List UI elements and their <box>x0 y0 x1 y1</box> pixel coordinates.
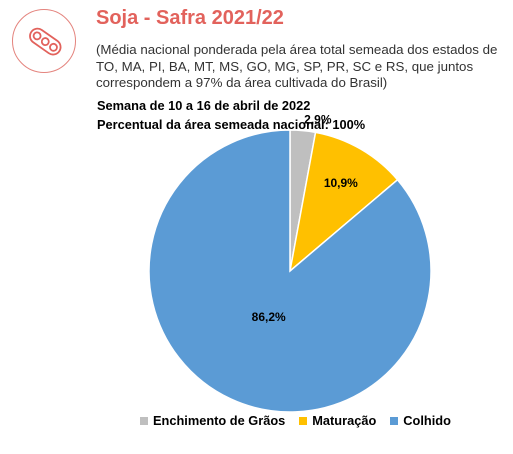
pie-slice-3 <box>148 129 432 413</box>
legend-label: Enchimento de Grãos <box>153 413 286 428</box>
chart-legend: Enchimento de Grãos Maturação Colhido <box>140 413 451 428</box>
pie-data-label: 2,9% <box>304 112 332 126</box>
legend-swatch <box>390 416 399 425</box>
legend-label: Maturação <box>312 413 377 428</box>
legend-item-enchimento: Enchimento de Grãos <box>140 413 285 428</box>
legend-label: Colhido <box>403 413 451 428</box>
page-subtitle: (Média nacional ponderada pela área tota… <box>96 42 498 90</box>
soybean-logo <box>12 9 76 73</box>
chart-title: Semana de 10 a 16 de abril de 2022 <box>97 98 311 113</box>
legend-swatch <box>140 416 148 425</box>
page-title: Soja - Safra 2021/22 <box>96 7 284 29</box>
pie-data-label: 10,9% <box>324 176 358 190</box>
legend-item-maturacao: Maturação <box>299 413 376 428</box>
pie-slice-2 <box>288 131 399 273</box>
chart-subtitle: Percentual da área semeada nacional: 100… <box>97 117 366 132</box>
soybean-pod-icon <box>29 27 62 56</box>
legend-item-colhido: Colhido <box>390 413 451 428</box>
pie-data-label: 86,2% <box>252 310 286 324</box>
legend-swatch <box>299 416 308 425</box>
